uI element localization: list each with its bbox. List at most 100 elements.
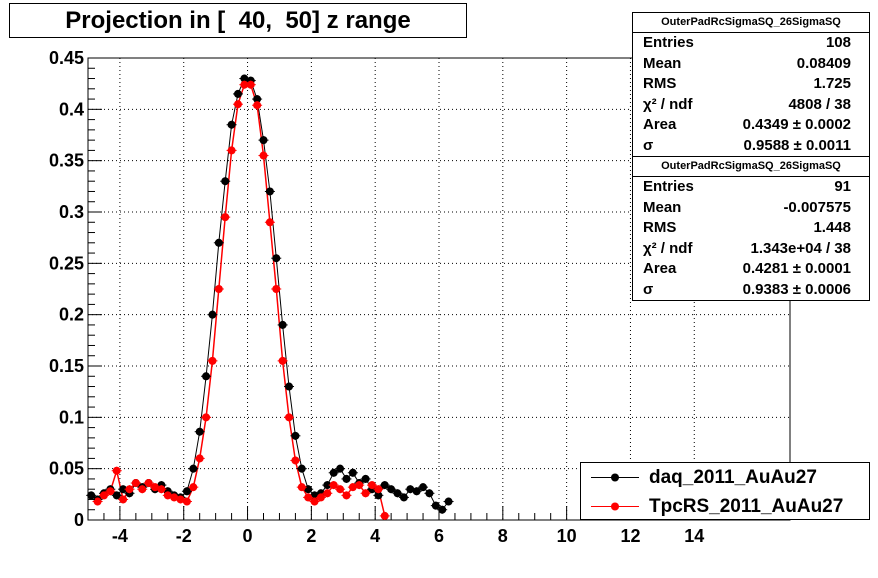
data-point <box>425 489 434 498</box>
stats-row-rms: RMS 1.725 <box>643 75 851 92</box>
data-point <box>131 479 140 488</box>
data-point <box>157 485 166 494</box>
y-tick-label: 0.15 <box>49 356 84 376</box>
stats-row-rms: RMS 1.448 <box>643 219 851 236</box>
data-point <box>355 481 364 490</box>
data-point <box>195 454 204 463</box>
data-point <box>412 487 421 496</box>
x-tick-label: 2 <box>306 526 316 546</box>
data-point <box>393 489 402 498</box>
data-point <box>87 491 96 500</box>
data-point <box>259 136 268 145</box>
data-point <box>119 485 128 494</box>
y-tick-label: 0.25 <box>49 253 84 273</box>
y-tick-label: 0.2 <box>59 305 84 325</box>
data-point <box>329 481 338 490</box>
data-point <box>310 497 319 506</box>
data-point <box>297 464 306 473</box>
y-tick-label: 0 <box>74 510 84 530</box>
data-point <box>202 413 211 422</box>
data-point <box>240 80 249 89</box>
y-tick-label: 0.45 <box>49 48 84 68</box>
data-point <box>265 187 274 196</box>
chart-title: Projection in [ 40, 50] z range <box>9 3 467 38</box>
data-point <box>189 483 198 492</box>
data-point <box>419 483 428 492</box>
x-tick-label: 4 <box>370 526 380 546</box>
data-point <box>361 474 370 483</box>
data-point <box>272 285 281 293</box>
data-point <box>253 95 262 104</box>
data-point <box>323 481 332 490</box>
data-point <box>208 356 217 365</box>
data-point <box>182 497 191 506</box>
stats-row-area: Area 0.4281 ± 0.0001 <box>643 260 851 277</box>
stats-box-title: OuterPadRcSigmaSQ_26SigmaSQ <box>633 157 869 177</box>
data-point <box>195 427 204 436</box>
stats-row-chi2: χ² / ndf 1.343e+04 / 38 <box>643 239 851 257</box>
y-tick-label: 0.1 <box>59 407 84 427</box>
data-point <box>227 146 236 155</box>
stats-box-title: OuterPadRcSigmaSQ_26SigmaSQ <box>633 13 869 33</box>
stats-row-entries: Entries 108 <box>643 34 851 51</box>
x-tick-label: 0 <box>243 526 253 546</box>
data-point <box>182 487 191 496</box>
data-point <box>246 80 255 89</box>
stats-row-sigma: σ 0.9588 ± 0.0011 <box>643 136 851 154</box>
data-point <box>316 493 325 502</box>
data-point <box>106 487 115 496</box>
data-point <box>342 491 351 500</box>
data-point <box>99 491 108 500</box>
data-point <box>227 120 236 129</box>
stats-box-daq: OuterPadRcSigmaSQ_26SigmaSQ Entries 108 M… <box>632 12 870 157</box>
data-point <box>112 491 121 500</box>
data-point <box>374 491 383 500</box>
data-point <box>272 254 281 263</box>
data-point <box>399 493 408 502</box>
stats-row-entries: Entries 91 <box>643 178 851 195</box>
data-point <box>323 489 332 498</box>
data-point <box>361 489 370 498</box>
data-point <box>189 464 198 473</box>
data-point <box>278 356 287 365</box>
data-point <box>336 464 345 473</box>
data-point <box>380 481 389 490</box>
data-point <box>125 485 134 494</box>
data-point <box>259 151 268 160</box>
data-point <box>285 382 294 391</box>
legend-label-daq: daq_2011_AuAu27 <box>649 467 817 488</box>
legend-label-tpcrs: TpcRS_2011_AuAu27 <box>649 496 844 517</box>
grid-lines <box>88 57 790 520</box>
x-tick-label: 14 <box>684 526 704 546</box>
legend-marker-daq <box>591 473 639 482</box>
legend-marker-tpcrs <box>591 502 639 511</box>
data-point <box>208 310 217 319</box>
data-point <box>285 413 294 422</box>
series-points-tpcrs <box>92 80 390 520</box>
legend-entry-daq: daq_2011_AuAu27 <box>581 463 869 492</box>
data-point <box>380 511 389 520</box>
data-point <box>336 485 345 494</box>
data-point <box>138 485 147 494</box>
stats-box-tpcrs: OuterPadRcSigmaSQ_26SigmaSQ Entries 91 Me… <box>632 156 870 301</box>
data-point <box>431 501 440 510</box>
data-point <box>278 320 287 329</box>
data-point <box>233 89 242 98</box>
data-point <box>387 485 396 494</box>
x-tick-label: 10 <box>557 526 577 546</box>
data-point <box>444 497 453 506</box>
data-point <box>304 493 313 502</box>
data-point <box>438 505 447 514</box>
stats-row-chi2: χ² / ndf 4808 / 38 <box>643 95 851 113</box>
y-tick-label: 0.4 <box>59 99 84 119</box>
data-point <box>214 238 223 247</box>
data-point <box>119 495 128 504</box>
x-tick-label: -4 <box>112 526 128 546</box>
legend: daq_2011_AuAu27 TpcRS_2011_AuAu27 <box>580 462 870 520</box>
stats-row-area: Area 0.4349 ± 0.0002 <box>643 116 851 133</box>
x-tick-label: 6 <box>434 526 444 546</box>
data-point <box>144 479 153 488</box>
data-point <box>265 218 274 227</box>
data-point <box>374 485 383 494</box>
data-point <box>214 285 223 293</box>
